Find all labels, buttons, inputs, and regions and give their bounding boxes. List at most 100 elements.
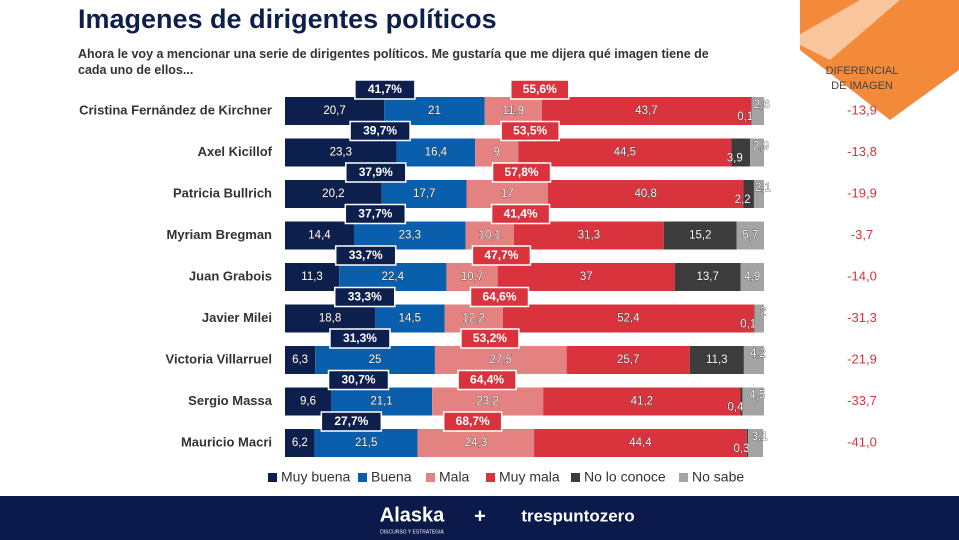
category-label: Sergio Massa — [188, 393, 273, 408]
legend-label: Mala — [439, 469, 470, 485]
bar-segment — [285, 387, 331, 416]
value-label: 14,5 — [399, 313, 421, 325]
negative-total-label: 57,8% — [505, 165, 539, 179]
bar-segment — [754, 304, 764, 333]
positive-total-label: 27,7% — [334, 414, 368, 428]
bar-segment — [748, 429, 764, 457]
legend-swatch — [426, 473, 435, 482]
positive-total-box — [327, 369, 390, 391]
value-label: 43,7 — [635, 105, 657, 117]
bar-segment — [396, 138, 476, 167]
legend-label: Buena — [371, 469, 412, 485]
legend-label: No lo conoce — [584, 469, 666, 485]
negative-total-box — [500, 120, 560, 142]
category-label: Victoria Villarruel — [166, 351, 272, 366]
chart-title: Imagenes de dirigentes políticos — [78, 4, 497, 34]
legend-swatch — [358, 473, 367, 482]
bar-segment — [432, 387, 544, 416]
value-label: 0,3 — [733, 443, 749, 455]
value-label: 6,2 — [292, 437, 308, 449]
value-label: 6,3 — [292, 354, 308, 366]
value-label: 10,7 — [461, 271, 483, 283]
bar-segment — [746, 429, 749, 457]
positive-total-box — [344, 203, 407, 225]
footer-separator: + — [474, 505, 486, 527]
negative-total-box — [509, 79, 570, 100]
value-label: 37 — [580, 271, 593, 283]
bar-segment — [740, 387, 743, 416]
bar-segment — [497, 263, 675, 291]
bar-segment — [689, 346, 744, 374]
bar-segment — [541, 97, 752, 125]
bar-segment — [742, 387, 764, 416]
legend-swatch — [571, 473, 580, 482]
positive-total-label: 30,7% — [342, 373, 376, 387]
negative-total-box — [491, 162, 552, 183]
value-label: 27,5 — [490, 354, 512, 366]
bar-segment — [518, 138, 732, 167]
value-label: 4,9 — [744, 271, 760, 283]
bar-segment — [731, 138, 751, 167]
value-label: 17 — [501, 188, 514, 200]
value-label: 11,3 — [706, 354, 728, 366]
bar-segment — [484, 97, 542, 125]
positive-total-label: 39,7% — [363, 124, 397, 138]
bar-segment — [736, 221, 764, 250]
bar-segment — [285, 180, 382, 208]
differential-label: -33,7 — [847, 393, 877, 408]
negative-total-label: 55,6% — [523, 82, 557, 96]
value-label: 25,7 — [617, 354, 639, 366]
bar-segment — [285, 304, 376, 333]
bar-segment — [339, 263, 447, 291]
bar-segment — [475, 138, 519, 167]
value-label: 31,3 — [578, 230, 600, 242]
positive-total-box — [334, 245, 397, 266]
value-label: 17,7 — [413, 188, 435, 200]
value-label: 52,4 — [617, 313, 640, 325]
bar-segment — [547, 180, 744, 208]
negative-total-label: 47,7% — [484, 248, 518, 262]
value-label: 4,5 — [749, 390, 765, 402]
legend-label: Muy buena — [281, 469, 350, 485]
negative-total-box — [471, 245, 532, 266]
value-label: 21 — [428, 105, 441, 117]
value-label: 0,1 — [740, 319, 756, 331]
negative-total-label: 53,5% — [513, 124, 547, 138]
differential-label: -21,9 — [847, 351, 877, 366]
value-label: 14,4 — [308, 230, 331, 242]
bar-segment — [444, 304, 503, 333]
legend-label: Muy mala — [499, 469, 560, 485]
bar-segment — [353, 221, 466, 250]
differential-label: -31,3 — [847, 310, 877, 325]
value-label: 3,9 — [727, 153, 743, 165]
value-label: 16,4 — [425, 147, 448, 159]
differential-label: -41,0 — [847, 434, 877, 449]
positive-total-label: 33,3% — [348, 290, 382, 304]
bar-segment — [743, 180, 754, 208]
value-label: 23,3 — [399, 230, 421, 242]
bar-segment — [466, 180, 548, 208]
bar-segment — [285, 138, 397, 167]
bar-segment — [753, 180, 764, 208]
bar-segment — [381, 180, 467, 208]
value-label: 25 — [369, 354, 382, 366]
value-label: 3,1 — [752, 431, 768, 443]
bar-segment — [375, 304, 445, 333]
value-label: 5,7 — [742, 230, 758, 242]
differential-label: -3,7 — [851, 227, 873, 242]
value-label: 41,2 — [631, 396, 653, 408]
differential-label: -19,9 — [847, 185, 877, 200]
category-label: Mauricio Macri — [181, 434, 272, 449]
footer-tagline: DISCURSO Y ESTRATEGIA — [380, 529, 444, 535]
bar-segment — [750, 138, 764, 167]
differential-label: -13,8 — [847, 144, 877, 159]
bar-segment — [543, 387, 741, 416]
legend-swatch — [679, 473, 688, 482]
positive-total-label: 37,9% — [359, 165, 393, 179]
value-label: 22,4 — [382, 271, 405, 283]
value-label: 2,1 — [755, 182, 771, 194]
category-label: Cristina Fernández de Kirchner — [79, 102, 272, 117]
bar-segment — [513, 221, 664, 250]
value-label: 23,3 — [330, 147, 352, 159]
category-label: Myriam Bregman — [167, 227, 273, 242]
